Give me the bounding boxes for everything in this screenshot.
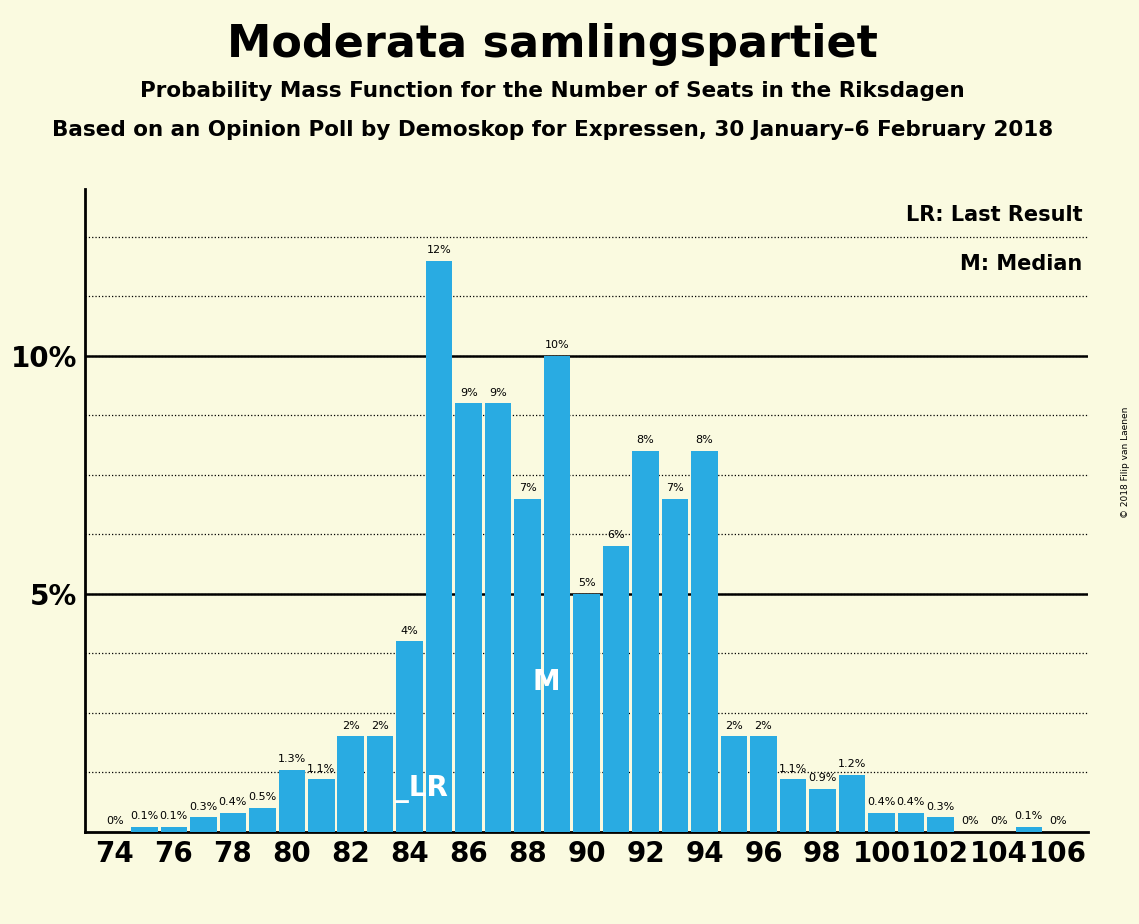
Bar bbox=[456, 404, 482, 832]
Text: 0%: 0% bbox=[961, 816, 978, 826]
Text: 9%: 9% bbox=[490, 388, 507, 397]
Bar bbox=[721, 736, 747, 832]
Text: 0%: 0% bbox=[991, 816, 1008, 826]
Text: 4%: 4% bbox=[401, 626, 418, 636]
Text: 8%: 8% bbox=[696, 435, 713, 445]
Text: Moderata samlingspartiet: Moderata samlingspartiet bbox=[227, 23, 878, 67]
Bar bbox=[632, 451, 658, 832]
Text: 0.4%: 0.4% bbox=[867, 796, 895, 807]
Text: 0.1%: 0.1% bbox=[159, 811, 188, 821]
Bar bbox=[662, 499, 688, 832]
Bar bbox=[543, 356, 571, 832]
Bar bbox=[868, 812, 894, 832]
Text: 8%: 8% bbox=[637, 435, 655, 445]
Text: 5%: 5% bbox=[577, 578, 596, 588]
Text: 0.1%: 0.1% bbox=[130, 811, 158, 821]
Bar bbox=[190, 818, 216, 832]
Text: 7%: 7% bbox=[666, 483, 683, 492]
Text: 1.2%: 1.2% bbox=[837, 759, 866, 769]
Bar bbox=[367, 736, 393, 832]
Bar bbox=[898, 812, 924, 832]
Bar bbox=[161, 827, 187, 832]
Bar bbox=[838, 774, 866, 832]
Bar bbox=[249, 808, 276, 832]
Bar bbox=[131, 827, 157, 832]
Text: 0%: 0% bbox=[106, 816, 124, 826]
Text: 0.3%: 0.3% bbox=[926, 802, 954, 811]
Bar bbox=[691, 451, 718, 832]
Text: 1.3%: 1.3% bbox=[278, 754, 306, 764]
Bar bbox=[396, 641, 423, 832]
Text: M: Median: M: Median bbox=[960, 253, 1083, 274]
Bar bbox=[515, 499, 541, 832]
Text: 9%: 9% bbox=[460, 388, 477, 397]
Text: 2%: 2% bbox=[726, 721, 743, 731]
Text: Probability Mass Function for the Number of Seats in the Riksdagen: Probability Mass Function for the Number… bbox=[140, 81, 965, 102]
Text: LR: Last Result: LR: Last Result bbox=[907, 205, 1083, 225]
Bar bbox=[279, 770, 305, 832]
Bar bbox=[780, 779, 806, 832]
Text: 2%: 2% bbox=[371, 721, 390, 731]
Text: 1.1%: 1.1% bbox=[779, 763, 808, 773]
Bar bbox=[751, 736, 777, 832]
Text: 0.5%: 0.5% bbox=[248, 792, 277, 802]
Bar bbox=[603, 546, 630, 832]
Bar bbox=[1016, 827, 1042, 832]
Text: 0.3%: 0.3% bbox=[189, 802, 218, 811]
Bar bbox=[426, 261, 452, 832]
Text: _LR: _LR bbox=[395, 775, 448, 803]
Text: 0.4%: 0.4% bbox=[896, 796, 925, 807]
Text: Based on an Opinion Poll by Demoskop for Expressen, 30 January–6 February 2018: Based on an Opinion Poll by Demoskop for… bbox=[51, 120, 1054, 140]
Text: 0%: 0% bbox=[1049, 816, 1067, 826]
Text: 6%: 6% bbox=[607, 530, 625, 541]
Text: 0.1%: 0.1% bbox=[1015, 811, 1043, 821]
Bar bbox=[308, 779, 335, 832]
Bar bbox=[337, 736, 364, 832]
Bar bbox=[220, 812, 246, 832]
Text: 10%: 10% bbox=[544, 340, 570, 350]
Text: 0.4%: 0.4% bbox=[219, 796, 247, 807]
Text: 2%: 2% bbox=[342, 721, 360, 731]
Text: M: M bbox=[532, 668, 559, 696]
Text: 1.1%: 1.1% bbox=[308, 763, 335, 773]
Text: © 2018 Filip van Laenen: © 2018 Filip van Laenen bbox=[1121, 407, 1130, 517]
Text: 7%: 7% bbox=[518, 483, 536, 492]
Text: 12%: 12% bbox=[427, 245, 451, 255]
Text: 0.9%: 0.9% bbox=[809, 773, 837, 783]
Bar bbox=[927, 818, 953, 832]
Bar bbox=[573, 594, 600, 832]
Bar bbox=[485, 404, 511, 832]
Bar bbox=[809, 789, 836, 832]
Text: 2%: 2% bbox=[755, 721, 772, 731]
